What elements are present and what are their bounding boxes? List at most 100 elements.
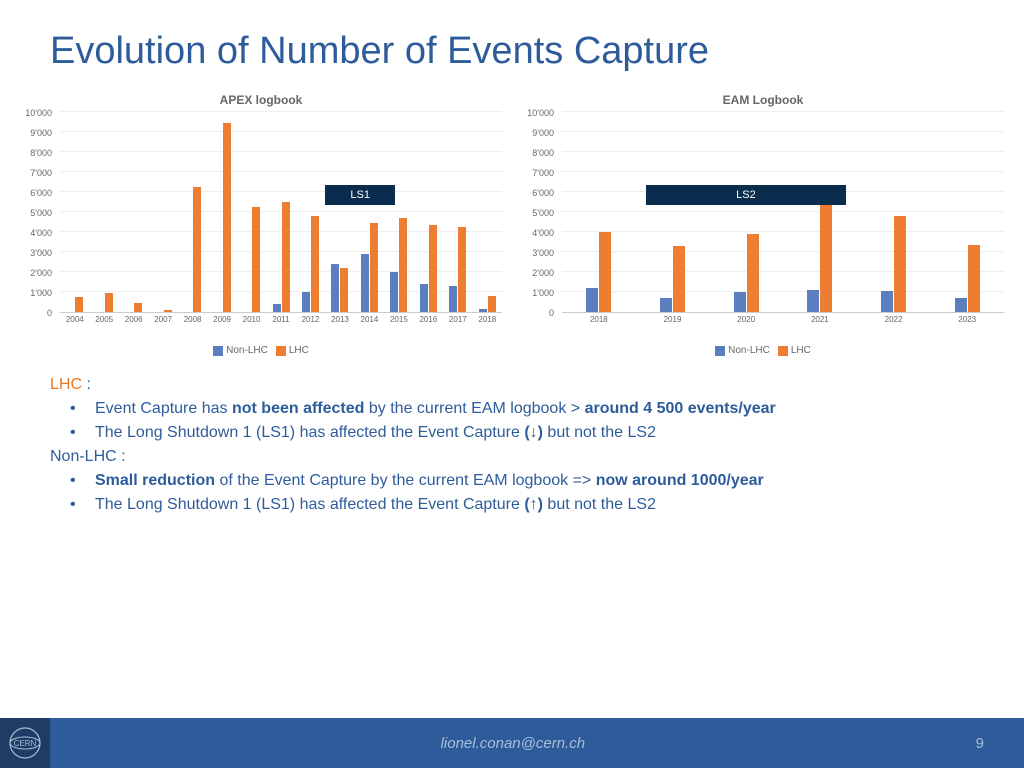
y-tick: 10'000 — [527, 108, 554, 118]
x-label: 2018 — [473, 315, 502, 324]
y-tick: 4'000 — [30, 228, 52, 238]
bar — [420, 284, 428, 312]
y-tick: 1'000 — [532, 288, 554, 298]
x-label: 2015 — [384, 315, 413, 324]
bar — [302, 292, 310, 312]
y-tick: 5'000 — [532, 208, 554, 218]
bar — [340, 268, 348, 312]
bar-group — [473, 296, 502, 312]
bar — [586, 288, 598, 312]
x-label: 2012 — [296, 315, 325, 324]
bar — [134, 303, 142, 312]
x-label: 2019 — [636, 315, 710, 324]
y-tick: 8'000 — [30, 148, 52, 158]
x-label: 2007 — [148, 315, 177, 324]
x-label: 2020 — [709, 315, 783, 324]
x-label: 2016 — [414, 315, 443, 324]
chart2-title: EAM Logbook — [522, 93, 1004, 107]
bar-group — [355, 223, 384, 312]
bar — [252, 207, 260, 312]
bar — [820, 199, 832, 312]
x-label: 2009 — [207, 315, 236, 324]
bar-group — [636, 246, 710, 312]
x-label: 2010 — [237, 315, 266, 324]
bar — [599, 232, 611, 312]
bar — [193, 187, 201, 312]
bar-group — [148, 310, 177, 312]
bullet-item: The Long Shutdown 1 (LS1) has affected t… — [60, 421, 974, 445]
legend-item: Non-LHC — [213, 345, 268, 356]
y-tick: 6'000 — [30, 188, 52, 198]
charts-container: APEX logbook 01'0002'0003'0004'0005'0006… — [0, 83, 1024, 359]
bar — [660, 298, 672, 312]
bar-group — [89, 293, 118, 312]
colon: : — [82, 376, 91, 393]
bar-group — [60, 297, 89, 312]
bar — [488, 296, 496, 312]
bar — [361, 254, 369, 312]
y-tick: 9'000 — [532, 128, 554, 138]
y-tick: 0 — [549, 308, 554, 318]
y-tick: 2'000 — [30, 268, 52, 278]
bar — [370, 223, 378, 312]
x-label: 2011 — [266, 315, 295, 324]
text-block: LHC : Event Capture has not been affecte… — [0, 359, 1024, 517]
x-label: 2022 — [857, 315, 931, 324]
y-tick: 3'000 — [532, 248, 554, 258]
bar — [955, 298, 967, 312]
x-label: 2008 — [178, 315, 207, 324]
y-tick: 5'000 — [30, 208, 52, 218]
nonlhc-bullets: Small reduction of the Event Capture by … — [60, 469, 974, 517]
bar — [458, 227, 466, 312]
footer-email: lionel.conan@cern.ch — [50, 735, 976, 752]
x-label: 2004 — [60, 315, 89, 324]
bar — [968, 245, 980, 312]
bar-group — [384, 218, 413, 312]
bar — [449, 286, 457, 312]
bar-group — [709, 234, 783, 312]
legend-item: LHC — [276, 345, 309, 356]
bullet-item: Event Capture has not been affected by t… — [60, 397, 974, 421]
bullet-item: Small reduction of the Event Capture by … — [60, 469, 974, 493]
bar-group — [178, 187, 207, 312]
bar — [273, 304, 281, 312]
chart2-legend: Non-LHC LHC — [522, 345, 1004, 359]
legend-item: LHC — [778, 345, 811, 356]
x-label: 2021 — [783, 315, 857, 324]
x-label: 2013 — [325, 315, 354, 324]
bar — [331, 264, 339, 312]
bar-group — [266, 202, 295, 312]
bar-group — [325, 264, 354, 312]
footer-pagenum: 9 — [976, 735, 1024, 752]
bar-group — [783, 199, 857, 312]
y-tick: 0 — [47, 308, 52, 318]
x-label: 2017 — [443, 315, 472, 324]
y-tick: 2'000 — [532, 268, 554, 278]
y-tick: 6'000 — [532, 188, 554, 198]
bar — [429, 225, 437, 312]
bar — [747, 234, 759, 312]
bar — [105, 293, 113, 312]
cern-logo: CERN — [0, 718, 50, 768]
y-tick: 9'000 — [30, 128, 52, 138]
y-tick: 10'000 — [25, 108, 52, 118]
bar-group — [237, 207, 266, 312]
legend-item: Non-LHC — [715, 345, 770, 356]
bar-group — [296, 216, 325, 312]
bar-group — [562, 232, 636, 312]
bar — [734, 292, 746, 312]
lhc-bullets: Event Capture has not been affected by t… — [60, 397, 974, 445]
bar-group — [414, 225, 443, 312]
bar — [75, 297, 83, 312]
bar — [807, 290, 819, 312]
x-label: 2018 — [562, 315, 636, 324]
nonlhc-heading: Non-LHC : — [50, 445, 974, 469]
bar — [399, 218, 407, 312]
y-tick: 7'000 — [532, 168, 554, 178]
bar-group — [207, 123, 236, 312]
x-label: 2006 — [119, 315, 148, 324]
y-tick: 7'000 — [30, 168, 52, 178]
page-title: Evolution of Number of Events Capture — [0, 0, 1024, 83]
bar — [390, 272, 398, 312]
chart1-legend: Non-LHC LHC — [20, 345, 502, 359]
